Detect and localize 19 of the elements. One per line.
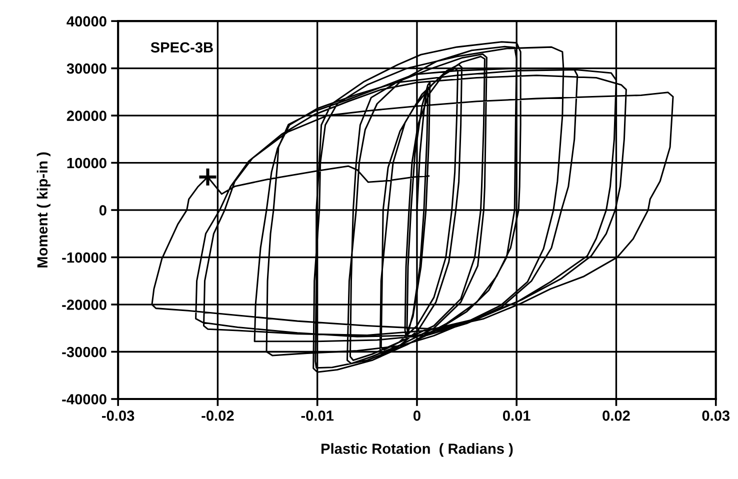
y-axis-title: Moment ( kip-in ): [36, 152, 50, 268]
x-tick-label: 0: [413, 410, 420, 421]
annotation: SPEC-3B: [150, 42, 213, 53]
x-tick-label: 0.01: [502, 410, 530, 421]
y-tick-label: 10000: [67, 158, 106, 168]
y-tick-label: 0: [99, 205, 106, 216]
x-tick-label: 0.02: [602, 410, 630, 421]
y-tick-label: -30000: [62, 346, 106, 358]
x-axis-title: Plastic Rotation ( Radians ): [322, 443, 513, 457]
x-tick-label: 0.03: [702, 410, 730, 421]
x-tick-label: -0.03: [102, 410, 134, 421]
y-tick-label: -40000: [62, 394, 106, 404]
x-tick-label: -0.01: [301, 410, 334, 421]
y-tick-label: 40000: [66, 16, 106, 27]
y-tick-label: 30000: [66, 63, 106, 74]
y-tick-label: -10000: [62, 252, 106, 263]
x-tick-label: -0.02: [202, 410, 234, 421]
y-tick-label: 20000: [66, 110, 106, 121]
y-tick-label: -20000: [62, 300, 106, 310]
